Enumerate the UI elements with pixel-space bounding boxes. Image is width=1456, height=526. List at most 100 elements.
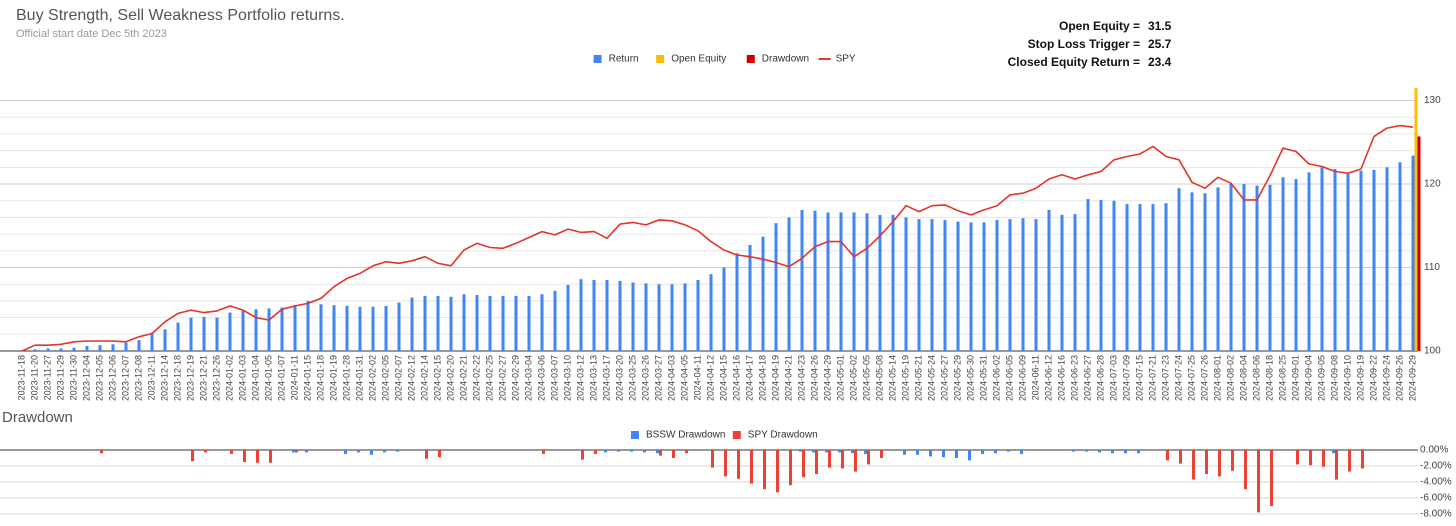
- x-tick-label: 2024-03-12: [575, 355, 585, 401]
- y-tick-label: 120: [1424, 179, 1441, 190]
- bar: [1257, 450, 1260, 513]
- bar: [305, 450, 308, 453]
- bar: [370, 450, 373, 455]
- x-tick-label: 2023-12-26: [211, 355, 221, 401]
- bar: [280, 307, 284, 351]
- bar: [189, 317, 193, 351]
- bar: [670, 284, 674, 351]
- bar: [1164, 203, 1168, 351]
- bar: [839, 212, 843, 351]
- bar: [1281, 177, 1285, 351]
- bar: [1192, 450, 1195, 480]
- bar: [371, 306, 375, 351]
- legend-label: SPY: [836, 54, 856, 65]
- x-tick-label: 2023-11-30: [68, 355, 78, 400]
- bar: [357, 450, 360, 453]
- bar: [644, 283, 648, 351]
- x-tick-label: 2023-12-05: [94, 355, 104, 401]
- bar: [1294, 179, 1298, 351]
- bar: [1218, 450, 1221, 477]
- stat-value: 23.4: [1148, 55, 1172, 69]
- x-tick-label: 2023-12-14: [159, 355, 169, 401]
- bar: [903, 450, 906, 455]
- x-tick-label: 2024-02-05: [380, 355, 390, 401]
- bar: [1111, 450, 1114, 454]
- bar: [1034, 219, 1038, 351]
- bar: [241, 310, 245, 351]
- x-tick-label: 2024-05-05: [861, 355, 871, 401]
- bar: [581, 450, 584, 460]
- x-tick-label: 2024-09-26: [1394, 355, 1404, 401]
- x-tick-label: 2024-04-15: [718, 355, 728, 401]
- x-tick-label: 2024-01-15: [302, 355, 312, 401]
- bar: [968, 450, 971, 461]
- bar: [1333, 168, 1337, 351]
- x-tick-label: 2024-05-31: [978, 355, 988, 401]
- bar: [396, 450, 399, 452]
- bar: [942, 450, 945, 458]
- x-tick-label: 2024-04-16: [731, 355, 741, 401]
- bar: [994, 450, 997, 454]
- bar: [345, 305, 349, 351]
- bar: [1166, 450, 1169, 461]
- bar: [815, 450, 818, 474]
- bar: [774, 223, 778, 351]
- bar: [1242, 184, 1246, 351]
- x-tick-label: 2024-05-27: [939, 355, 949, 401]
- x-tick-label: 2024-01-05: [263, 355, 273, 401]
- bar: [488, 295, 492, 351]
- bar: [475, 295, 479, 351]
- x-tick-label: 2024-08-25: [1277, 355, 1287, 401]
- line: [21, 124, 1414, 352]
- legend-label: Open Equity: [671, 54, 726, 65]
- x-tick-label: 2024-06-12: [1043, 355, 1053, 401]
- bar: [1099, 199, 1103, 351]
- bar: [1112, 200, 1116, 351]
- legend-label: BSSW Drawdown: [646, 430, 725, 441]
- x-tick-label: 2024-01-04: [250, 355, 260, 401]
- bar: [1372, 169, 1376, 351]
- bar: [1417, 136, 1421, 351]
- bar: [800, 209, 804, 351]
- stat-label: Stop Loss Trigger =: [1028, 37, 1140, 51]
- bar: [748, 244, 752, 351]
- bar: [1086, 199, 1090, 351]
- x-tick-label: 2023-12-19: [185, 355, 195, 401]
- x-tick-label: 2024-02-29: [510, 355, 520, 401]
- bar: [397, 302, 401, 351]
- bar: [319, 304, 323, 351]
- bar: [737, 450, 740, 479]
- bar: [1177, 188, 1181, 351]
- x-tick-label: 2024-09-01: [1290, 355, 1300, 401]
- x-tick-label: 2024-03-06: [536, 355, 546, 401]
- x-tick-label: 2023-11-29: [55, 355, 65, 400]
- bar: [410, 297, 414, 351]
- bar: [672, 450, 675, 458]
- bar: [1320, 167, 1324, 351]
- bar: [799, 450, 802, 452]
- chart-title: Buy Strength, Sell Weakness Portfolio re…: [16, 7, 345, 24]
- bar: [527, 295, 531, 351]
- legend-swatch: [656, 55, 665, 63]
- x-tick-label: 2024-06-23: [1069, 355, 1079, 401]
- x-tick-label: 2024-08-01: [1212, 355, 1222, 401]
- stat-label: Closed Equity Return =: [1008, 55, 1140, 69]
- bar: [295, 450, 298, 453]
- x-tick-label: 2024-08-02: [1225, 355, 1235, 401]
- x-tick-label: 2024-04-11: [692, 355, 702, 400]
- y-tick-label: -8.00%: [1420, 509, 1452, 520]
- bar: [594, 450, 597, 454]
- bar: [243, 450, 246, 462]
- x-tick-label: 2024-06-16: [1056, 355, 1066, 401]
- bar: [1203, 193, 1207, 351]
- bar: [1008, 219, 1012, 351]
- x-tick-label: 2024-05-29: [952, 355, 962, 401]
- bar: [344, 450, 347, 454]
- bar: [711, 450, 714, 468]
- bar: [269, 450, 272, 463]
- bar: [851, 450, 854, 454]
- x-tick-label: 2023-12-06: [107, 355, 117, 401]
- bar: [750, 450, 753, 484]
- bar: [1060, 214, 1064, 351]
- bar: [292, 450, 295, 453]
